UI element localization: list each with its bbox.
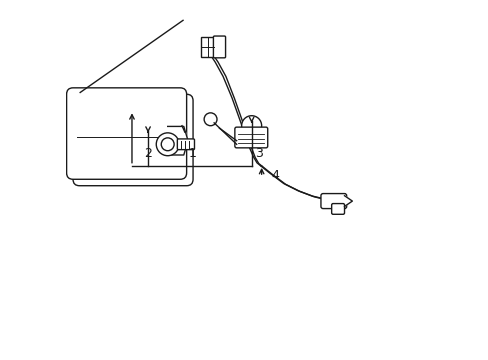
FancyBboxPatch shape: [320, 194, 346, 208]
FancyBboxPatch shape: [234, 127, 267, 148]
Text: 2: 2: [144, 147, 152, 160]
FancyBboxPatch shape: [177, 139, 194, 150]
Text: 3: 3: [255, 147, 263, 160]
FancyBboxPatch shape: [66, 88, 186, 179]
Text: 4: 4: [271, 169, 279, 182]
FancyBboxPatch shape: [73, 94, 193, 186]
FancyBboxPatch shape: [201, 37, 214, 57]
Circle shape: [156, 133, 179, 156]
Polygon shape: [344, 196, 352, 206]
Polygon shape: [167, 126, 188, 155]
Circle shape: [161, 138, 174, 151]
Circle shape: [241, 116, 261, 136]
FancyBboxPatch shape: [331, 203, 344, 214]
FancyBboxPatch shape: [213, 36, 225, 58]
Text: 1: 1: [188, 147, 196, 160]
Circle shape: [203, 113, 217, 126]
